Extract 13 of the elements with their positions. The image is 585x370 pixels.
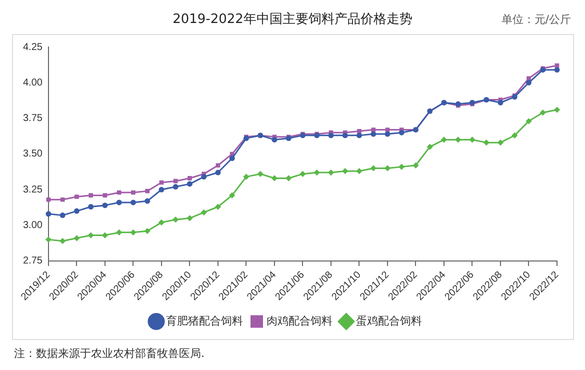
y-tick-label: 3.50 — [22, 148, 43, 160]
legend-label: 育肥猪配合饲料 — [166, 314, 243, 328]
text: 注：数据来源于农业农村部畜牧兽医局. — [14, 346, 204, 361]
y-tick-label: 3.75 — [22, 113, 43, 124]
y-tick-label: 4.25 — [22, 42, 43, 53]
chart-title: 2019-2022年中国主要饲料产品价格走势 — [172, 12, 412, 27]
y-tick-label: 4.00 — [22, 77, 43, 88]
legend-label: 蛋鸡配合饲料 — [356, 314, 422, 328]
y-tick-label: 3.00 — [22, 220, 43, 232]
y-tick-label: 3.25 — [22, 184, 43, 196]
y-tick-label: 2.75 — [22, 256, 43, 267]
text: 单位：元/公斤 — [501, 12, 571, 27]
legend-label: 肉鸡配合饲料 — [266, 314, 332, 328]
